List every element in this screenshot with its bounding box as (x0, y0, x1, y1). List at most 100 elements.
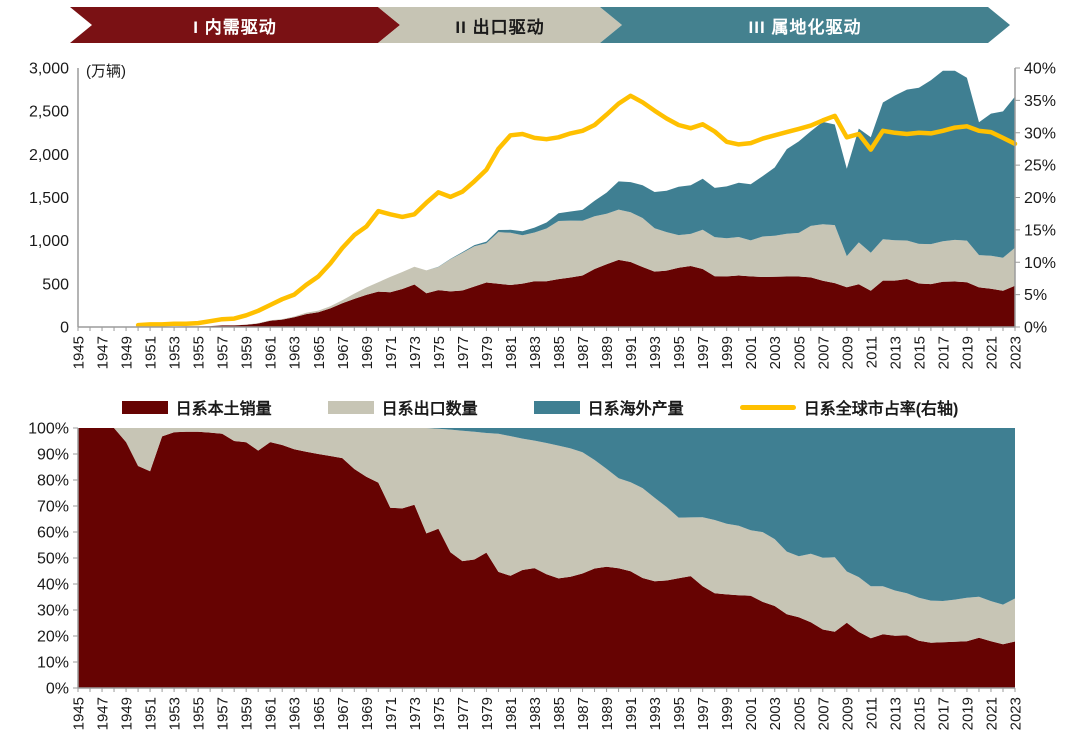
svg-text:1971: 1971 (383, 697, 400, 730)
svg-text:2007: 2007 (815, 336, 832, 369)
svg-text:2023: 2023 (1008, 697, 1025, 730)
svg-text:1967: 1967 (335, 336, 352, 369)
svg-text:1979: 1979 (479, 697, 496, 730)
svg-text:100%: 100% (28, 421, 69, 438)
svg-text:30%: 30% (1024, 125, 1056, 142)
y-axis-unit-label: (万辆) (86, 63, 126, 80)
svg-text:1949: 1949 (119, 336, 136, 369)
svg-text:25%: 25% (1024, 158, 1056, 175)
svg-text:1997: 1997 (695, 336, 712, 369)
svg-text:1997: 1997 (695, 697, 712, 730)
svg-text:2019: 2019 (959, 336, 976, 369)
svg-text:2003: 2003 (767, 336, 784, 369)
svg-text:1979: 1979 (479, 336, 496, 369)
svg-text:0%: 0% (46, 681, 69, 698)
svg-text:1995: 1995 (671, 336, 688, 369)
svg-text:2015: 2015 (911, 697, 928, 730)
svg-text:70%: 70% (37, 499, 69, 516)
svg-text:1995: 1995 (671, 697, 688, 730)
svg-text:2009: 2009 (839, 336, 856, 369)
svg-text:1967: 1967 (335, 697, 352, 730)
svg-text:20%: 20% (37, 629, 69, 646)
svg-text:2021: 2021 (984, 336, 1001, 369)
svg-text:1989: 1989 (599, 336, 616, 369)
phase-banner-row: I 内需驱动 II 出口驱动 III 属地化驱动 (0, 0, 1080, 50)
svg-text:2013: 2013 (887, 336, 904, 369)
svg-text:1989: 1989 (599, 697, 616, 730)
svg-text:50%: 50% (37, 551, 69, 568)
legend-label-overseas: 日系海外产量 (587, 401, 684, 418)
svg-text:30%: 30% (37, 603, 69, 620)
svg-text:1993: 1993 (647, 697, 664, 730)
svg-text:1981: 1981 (503, 697, 520, 730)
svg-text:2005: 2005 (791, 336, 808, 369)
svg-text:1953: 1953 (167, 697, 184, 730)
svg-text:1951: 1951 (143, 697, 160, 730)
svg-text:40%: 40% (37, 577, 69, 594)
svg-text:1957: 1957 (215, 697, 232, 730)
svg-text:500: 500 (42, 276, 69, 293)
svg-text:1991: 1991 (623, 336, 640, 369)
svg-text:0: 0 (60, 320, 69, 337)
svg-text:20%: 20% (1024, 190, 1056, 207)
svg-text:0%: 0% (1024, 320, 1047, 337)
legend-item-global-share: 日系全球市占率(右轴) (739, 395, 959, 419)
legend-swatch-domestic (121, 400, 168, 414)
svg-text:5%: 5% (1024, 287, 1047, 304)
svg-text:90%: 90% (37, 447, 69, 464)
legend-swatch-overseas (533, 400, 580, 414)
svg-text:1947: 1947 (95, 336, 112, 369)
svg-text:1999: 1999 (719, 697, 736, 730)
svg-text:1959: 1959 (239, 336, 256, 369)
legend-label-domestic: 日系本土销量 (175, 401, 272, 418)
svg-text:2017: 2017 (935, 336, 952, 369)
svg-text:2,500: 2,500 (29, 104, 69, 121)
svg-text:1,500: 1,500 (29, 190, 69, 207)
phase-banner-localization-driven: III 属地化驱动 (600, 7, 1010, 43)
svg-text:2001: 2001 (743, 697, 760, 730)
svg-text:1971: 1971 (383, 336, 400, 369)
svg-text:10%: 10% (1024, 255, 1056, 272)
svg-text:2023: 2023 (1008, 336, 1025, 369)
legend-swatch-exports (327, 400, 374, 414)
svg-text:2011: 2011 (863, 697, 880, 729)
svg-text:60%: 60% (37, 525, 69, 542)
svg-text:1977: 1977 (455, 697, 472, 730)
svg-text:10%: 10% (37, 655, 69, 672)
svg-text:1965: 1965 (311, 336, 328, 369)
svg-text:2013: 2013 (887, 697, 904, 730)
svg-text:1951: 1951 (143, 336, 160, 369)
legend-swatch-global-share-line (739, 404, 796, 410)
svg-text:1955: 1955 (191, 697, 208, 730)
svg-text:1969: 1969 (359, 697, 376, 730)
svg-text:1977: 1977 (455, 336, 472, 369)
svg-text:1999: 1999 (719, 336, 736, 369)
svg-text:35%: 35% (1024, 93, 1056, 110)
svg-text:1949: 1949 (119, 697, 136, 730)
svg-text:1961: 1961 (263, 336, 280, 369)
chart-legend: 日系本土销量 日系出口数量 日系海外产量 日系全球市占率(右轴) (0, 393, 1080, 421)
svg-text:2001: 2001 (743, 336, 760, 369)
svg-text:1961: 1961 (263, 697, 280, 730)
svg-text:1991: 1991 (623, 697, 640, 730)
svg-text:1963: 1963 (287, 697, 304, 730)
svg-text:1987: 1987 (575, 697, 592, 730)
legend-item-exports: 日系出口数量 (327, 395, 478, 419)
svg-text:1959: 1959 (239, 697, 256, 730)
svg-text:1955: 1955 (191, 336, 208, 369)
svg-text:1975: 1975 (431, 697, 448, 730)
svg-text:2,000: 2,000 (29, 147, 69, 164)
svg-text:2011: 2011 (863, 336, 880, 368)
svg-text:1945: 1945 (71, 336, 88, 369)
svg-text:1975: 1975 (431, 336, 448, 369)
legend-label-global-share: 日系全球市占率(右轴) (803, 401, 959, 418)
svg-text:1965: 1965 (311, 697, 328, 730)
svg-text:3,000: 3,000 (29, 61, 69, 78)
svg-text:1947: 1947 (95, 697, 112, 730)
phase-banner-label: II 出口驱动 (455, 17, 545, 37)
svg-text:1987: 1987 (575, 336, 592, 369)
svg-text:2009: 2009 (839, 697, 856, 730)
svg-text:1981: 1981 (503, 336, 520, 369)
